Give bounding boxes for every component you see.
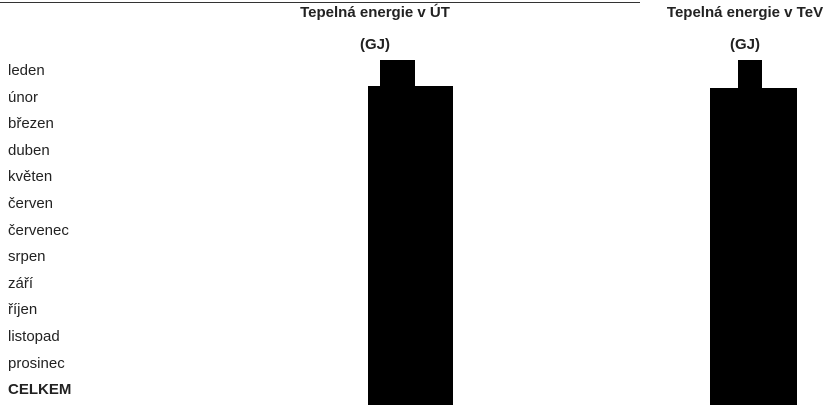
row-label: květen [8,168,53,186]
row-label: červenec [8,221,69,239]
row-label: listopad [8,328,60,345]
top-rule [0,2,640,3]
column-unit: (GJ) [730,36,760,53]
total-label: CELKEM [8,381,72,399]
row-label: říjen [8,301,38,319]
redaction [368,86,453,405]
row-label: červen [8,195,54,212]
column-header: Tepelná energie v TeV [666,4,824,21]
row-label: srpen [8,248,46,266]
row-label: prosinec [8,354,65,372]
row-label: září [8,274,34,292]
redaction [380,60,415,90]
column-unit: (GJ) [360,36,390,53]
redaction [738,60,762,92]
row-label: leden [8,62,45,79]
row-label: únor [8,88,39,106]
redaction [710,88,797,405]
row-label: duben [8,141,50,159]
column-header: Tepelná energie v ÚT [300,4,450,21]
row-label: březen [8,115,54,133]
